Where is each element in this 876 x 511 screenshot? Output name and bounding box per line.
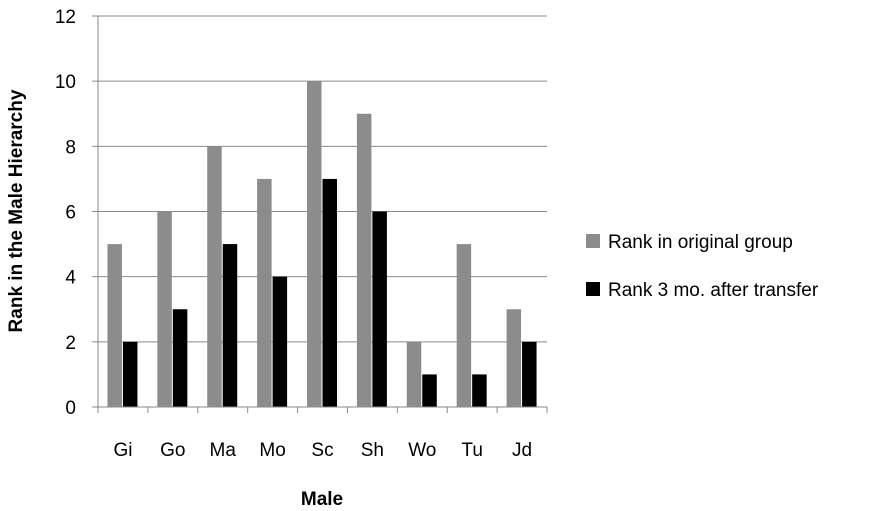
y-tick-label: 0 (65, 398, 76, 419)
legend-label-after-transfer: Rank 3 mo. after transfer (608, 280, 819, 301)
bar-mo-original (257, 178, 272, 407)
y-tick-label: 2 (65, 333, 76, 354)
x-tick-label: Tu (461, 440, 482, 461)
y-tick-label: 6 (65, 203, 76, 224)
x-tick-label: Mo (259, 440, 285, 461)
x-tick-label: Sc (311, 440, 333, 461)
bar-sc-after-transfer (322, 178, 337, 407)
x-tick-label: Ma (210, 440, 237, 461)
bar-gi-original (107, 244, 122, 407)
y-tick-label: 4 (65, 268, 76, 289)
bar-go-original (157, 211, 172, 407)
axes (92, 15, 548, 413)
bar-jd-after-transfer (522, 341, 537, 407)
x-axis-title: Male (301, 489, 343, 510)
bar-tu-after-transfer (472, 374, 487, 407)
bar-mo-after-transfer (272, 276, 288, 407)
tick-labels: 0 2 4 6 8 10 12 Gi Go Ma Mo Sc Sh Wo Tu Jd (55, 7, 532, 461)
y-tick-label: 8 (65, 137, 76, 158)
bar-jd-original (506, 309, 522, 407)
bars (107, 81, 537, 408)
y-axis-title: Rank in the Male Hierarchy (6, 89, 27, 332)
x-tick-label: Sh (361, 440, 384, 461)
legend: Rank in original group Rank 3 mo. after … (586, 232, 819, 301)
bar-ma-after-transfer (222, 244, 238, 407)
y-tick-label: 10 (55, 72, 76, 93)
bar-wo-after-transfer (422, 374, 437, 407)
bar-ma-original (207, 146, 222, 408)
bar-go-after-transfer (172, 309, 188, 407)
legend-label-original: Rank in original group (608, 232, 793, 253)
bar-tu-original (456, 244, 472, 407)
x-tick-label: Gi (113, 440, 132, 461)
x-tick-label: Jd (512, 440, 532, 461)
legend-swatch-after-transfer (586, 282, 600, 296)
bar-sh-after-transfer (372, 211, 387, 407)
y-tick-label: 12 (55, 7, 76, 28)
legend-swatch-original (586, 234, 600, 248)
bar-gi-after-transfer (122, 341, 138, 407)
x-tick-label: Go (160, 440, 185, 461)
bar-sc-original (307, 81, 322, 408)
x-tick-label: Wo (408, 440, 436, 461)
bar-sh-original (356, 113, 372, 407)
bar-wo-original (406, 341, 422, 407)
